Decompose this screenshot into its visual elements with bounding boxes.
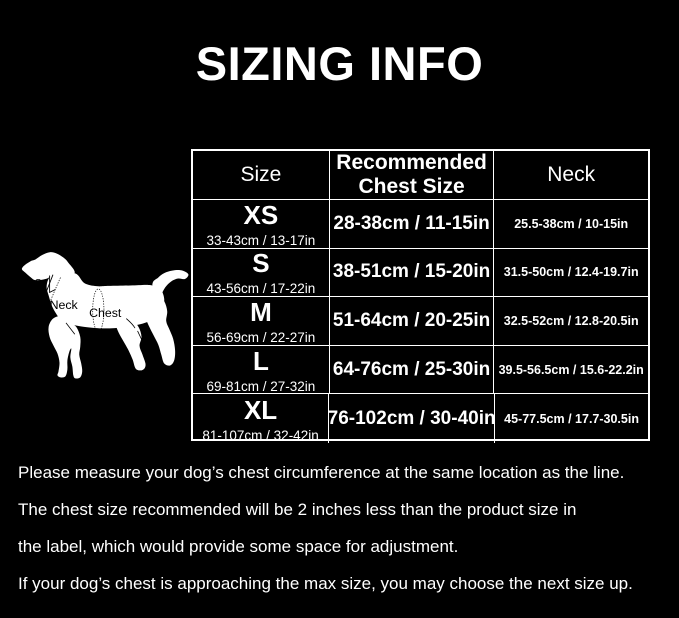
svg-text:Chest: Chest bbox=[89, 306, 122, 320]
svg-text:Neck: Neck bbox=[50, 298, 79, 312]
